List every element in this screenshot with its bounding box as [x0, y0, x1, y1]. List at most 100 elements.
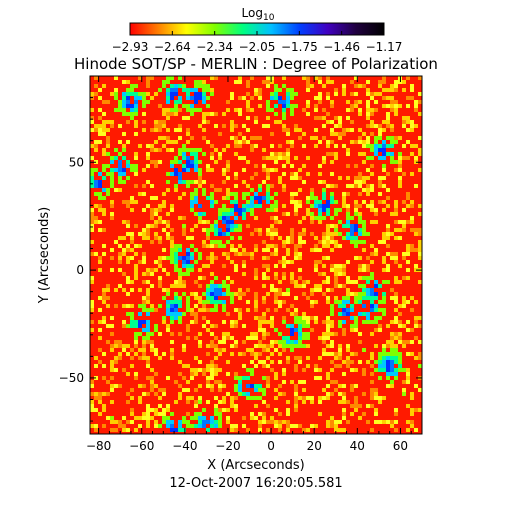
heatmap-cell [358, 292, 362, 296]
heatmap-cell [286, 420, 290, 424]
heatmap-cell [222, 220, 226, 224]
heatmap-cell [274, 152, 278, 156]
heatmap-cell [210, 192, 214, 196]
heatmap-cell [94, 424, 98, 428]
heatmap-cell [266, 348, 270, 352]
heatmap-cell [186, 324, 190, 328]
heatmap-cell [382, 96, 386, 100]
heatmap-cell [182, 216, 186, 220]
heatmap-cell [230, 120, 234, 124]
heatmap-cell [106, 380, 110, 384]
heatmap-cell [318, 200, 322, 204]
heatmap-cell [262, 320, 266, 324]
heatmap-cell [94, 124, 98, 128]
heatmap-cell [214, 420, 218, 424]
heatmap-cell [178, 396, 182, 400]
heatmap-cell [182, 88, 186, 92]
heatmap-cell [354, 300, 358, 304]
heatmap-cell [166, 292, 170, 296]
heatmap-cell [354, 400, 358, 404]
heatmap-cell [374, 368, 378, 372]
heatmap-cell [110, 316, 114, 320]
heatmap-cell [274, 272, 278, 276]
heatmap-cell [394, 220, 398, 224]
heatmap-cell [154, 212, 158, 216]
heatmap-cell [354, 176, 358, 180]
heatmap-cell [122, 156, 126, 160]
heatmap-cell [102, 112, 106, 116]
heatmap-cell [134, 156, 138, 160]
heatmap-cell [274, 112, 278, 116]
heatmap-cell [146, 80, 150, 84]
heatmap-cell [410, 220, 414, 224]
heatmap-cell [398, 136, 402, 140]
heatmap-cell [358, 284, 362, 288]
heatmap-cell [150, 308, 154, 312]
heatmap-cell [306, 356, 310, 360]
heatmap-cell [182, 164, 186, 168]
heatmap-cell [222, 280, 226, 284]
heatmap-cell [266, 344, 270, 348]
heatmap-cell [170, 352, 174, 356]
heatmap-cell [198, 92, 202, 96]
heatmap-cell [210, 256, 214, 260]
heatmap-cell [166, 300, 170, 304]
heatmap-cell [230, 296, 234, 300]
heatmap-cell [146, 272, 150, 276]
heatmap-cell [174, 84, 178, 88]
heatmap-cell [294, 384, 298, 388]
heatmap-cell [142, 252, 146, 256]
heatmap-cell [186, 116, 190, 120]
heatmap-cell [166, 224, 170, 228]
heatmap-cell [326, 328, 330, 332]
heatmap-cell [286, 132, 290, 136]
heatmap-cell [146, 268, 150, 272]
heatmap-cell [262, 328, 266, 332]
heatmap-cell [218, 424, 222, 428]
heatmap-cell [150, 368, 154, 372]
heatmap-cell [90, 184, 94, 188]
heatmap-cell [214, 304, 218, 308]
heatmap-cell [114, 156, 118, 160]
heatmap-cell [190, 236, 194, 240]
heatmap-cell [246, 200, 250, 204]
colorbar-tick-label: −1.46 [323, 40, 360, 54]
heatmap-cell [370, 184, 374, 188]
heatmap-cell [306, 396, 310, 400]
heatmap-cell [126, 164, 130, 168]
heatmap-cell [394, 208, 398, 212]
heatmap-cell [374, 328, 378, 332]
heatmap-cell [298, 176, 302, 180]
heatmap-cell [334, 116, 338, 120]
heatmap-cell [338, 268, 342, 272]
heatmap-cell [318, 92, 322, 96]
heatmap-cell [394, 296, 398, 300]
heatmap-cell [146, 288, 150, 292]
heatmap-cell [162, 144, 166, 148]
heatmap-cell [338, 304, 342, 308]
heatmap-cell [330, 360, 334, 364]
heatmap-cell [346, 212, 350, 216]
heatmap-cell [174, 92, 178, 96]
heatmap-cell [206, 112, 210, 116]
heatmap-cell [154, 128, 158, 132]
heatmap-cell [374, 252, 378, 256]
heatmap-cell [190, 164, 194, 168]
heatmap-cell [366, 192, 370, 196]
heatmap-cell [398, 184, 402, 188]
heatmap-cell [118, 284, 122, 288]
heatmap-cell [402, 380, 406, 384]
heatmap-cell [102, 392, 106, 396]
heatmap-cell [374, 152, 378, 156]
heatmap-cell [130, 304, 134, 308]
heatmap-cell [314, 128, 318, 132]
heatmap-cell [246, 92, 250, 96]
heatmap-cell [338, 392, 342, 396]
heatmap-cell [234, 108, 238, 112]
heatmap-cell [126, 344, 130, 348]
heatmap-cell [262, 420, 266, 424]
heatmap-cell [110, 420, 114, 424]
heatmap-cell [354, 240, 358, 244]
heatmap-cell [110, 368, 114, 372]
heatmap-cell [174, 252, 178, 256]
